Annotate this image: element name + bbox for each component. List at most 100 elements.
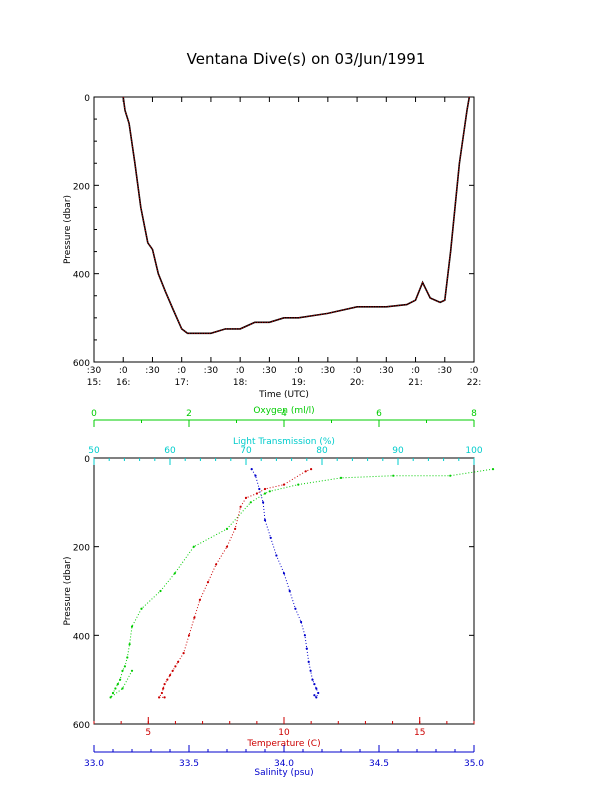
oxygen-tick-label: 4: [281, 409, 287, 419]
salinity-point: [315, 696, 318, 699]
salinity-point: [262, 501, 265, 504]
plot1-ylabel: Pressure (dbar): [63, 195, 73, 264]
temperature-point: [244, 496, 248, 499]
temperature-point: [193, 616, 196, 619]
oxygen-point: [297, 483, 300, 486]
temperature-point: [234, 527, 237, 531]
oxygen-point: [339, 476, 343, 479]
oxygen-point: [126, 656, 129, 659]
plot1-ytick-label: 200: [73, 182, 90, 192]
light-transmission-tick-label: 60: [164, 446, 176, 456]
dive-track-line: [122, 96, 471, 335]
salinity-point: [258, 487, 261, 491]
temperature-point: [158, 696, 161, 699]
oxygen-point: [225, 527, 229, 531]
temperature-point: [162, 687, 165, 690]
salinity-tick-label: 34.5: [369, 759, 389, 769]
salinity-point: [300, 620, 303, 624]
plot1-ytick-label: 400: [73, 271, 90, 281]
light-transmission-tick-label: 90: [392, 446, 404, 456]
salinity-point: [305, 647, 308, 650]
light-transmission-tick-label: 80: [316, 446, 328, 456]
plot1-xtick-label: :0: [411, 366, 420, 376]
salinity-tick-label: 34.0: [274, 759, 294, 769]
oxygen-point: [121, 669, 124, 672]
oxygen-point: [491, 468, 495, 471]
plot2-ytick-label: 400: [73, 632, 90, 642]
salinity-point: [311, 678, 314, 681]
oxygen-profile: [110, 468, 494, 698]
plot2-ytick-label: 200: [73, 544, 90, 554]
oxygen-point: [109, 696, 112, 699]
oxygen-point: [116, 683, 119, 686]
temperature-point: [198, 598, 201, 602]
plot1-xtick-hour: 20:: [350, 378, 364, 388]
plot1-xtick-label: :30: [262, 366, 277, 376]
plot1-xtick-hour: 15:: [87, 378, 101, 388]
plot1-xtick-label: :0: [470, 366, 479, 376]
oxygen-tick-label: 0: [91, 409, 97, 419]
temperature-point: [163, 696, 166, 699]
plot1-xtick-label: :0: [119, 366, 128, 376]
temperature-tick-label: 15: [414, 728, 425, 738]
temperature-point: [206, 581, 210, 584]
oxygen-axis-title: Oxygen (ml/l): [253, 406, 314, 416]
plot1-xtick-hour: 22:: [467, 378, 481, 388]
oxygen-point: [449, 474, 452, 477]
oxygen-point: [140, 607, 143, 610]
oxygen-tick-label: 8: [471, 409, 477, 419]
plot1-ytick-label: 0: [84, 94, 90, 104]
plot1-xtick-label: :30: [87, 366, 102, 376]
oxygen-point: [268, 490, 271, 493]
plot1-xtick-label: :30: [204, 366, 219, 376]
plot1-xtick-hour: 19:: [291, 378, 305, 388]
temperature-point: [166, 678, 169, 681]
oxygen-point: [159, 589, 162, 593]
light-transmission-tick-label: 50: [88, 446, 100, 456]
plot1-ytick-label: 600: [73, 359, 90, 369]
oxygen-point: [392, 474, 395, 477]
salinity-tick-label: 33.0: [84, 759, 104, 769]
light-transmission-tick-label: 70: [240, 446, 252, 456]
oxygen-point: [114, 687, 117, 690]
plot1-xtick-hour: 17:: [174, 378, 188, 388]
salinity-point: [294, 607, 297, 610]
light-transmission-axis-title: Light Transmission (%): [233, 437, 335, 447]
salinity-point: [303, 634, 306, 637]
plot1-xtick-label: :0: [294, 366, 303, 376]
temperature-point: [163, 683, 166, 686]
salinity-point: [288, 589, 291, 593]
plot1-xtick-label: :30: [438, 366, 453, 376]
plot1-xtick-label: :30: [379, 366, 394, 376]
salinity-point: [282, 572, 286, 575]
oxygen-point: [123, 665, 126, 668]
temperature-point: [225, 545, 229, 548]
temperature-point: [160, 691, 163, 695]
plot1-xtick-label: :0: [236, 366, 245, 376]
temperature-point: [239, 505, 242, 508]
oxygen-point: [192, 545, 195, 548]
plot1-xtick-hour: 18:: [233, 378, 247, 388]
oxygen-point: [130, 625, 134, 628]
oxygen-point: [263, 492, 267, 495]
plot1-xlabel: Time (UTC): [258, 390, 309, 400]
plot1-xtick-label: :0: [353, 366, 362, 376]
oxygen-point: [121, 687, 124, 690]
salinity-tick-label: 35.0: [464, 759, 484, 769]
salinity-point: [313, 694, 316, 697]
plot1-xtick-hour: 16:: [116, 378, 130, 388]
salinity-point: [309, 669, 312, 672]
oxygen-tick-label: 2: [186, 409, 192, 419]
temperature-point: [187, 634, 191, 637]
temperature-point: [263, 487, 267, 491]
light-transmission-tick-label: 100: [465, 446, 482, 456]
plot2-ytick-label: 0: [84, 455, 90, 465]
plot1-xtick-hour: 21:: [408, 378, 422, 388]
salinity-axis-title: Salinity (psu): [254, 768, 313, 778]
oxygen-point: [249, 501, 252, 504]
plot1-xtick-label: :30: [321, 366, 336, 376]
plot2-frame: [93, 457, 475, 725]
salinity-point: [307, 660, 310, 664]
salinity-point: [315, 687, 318, 690]
